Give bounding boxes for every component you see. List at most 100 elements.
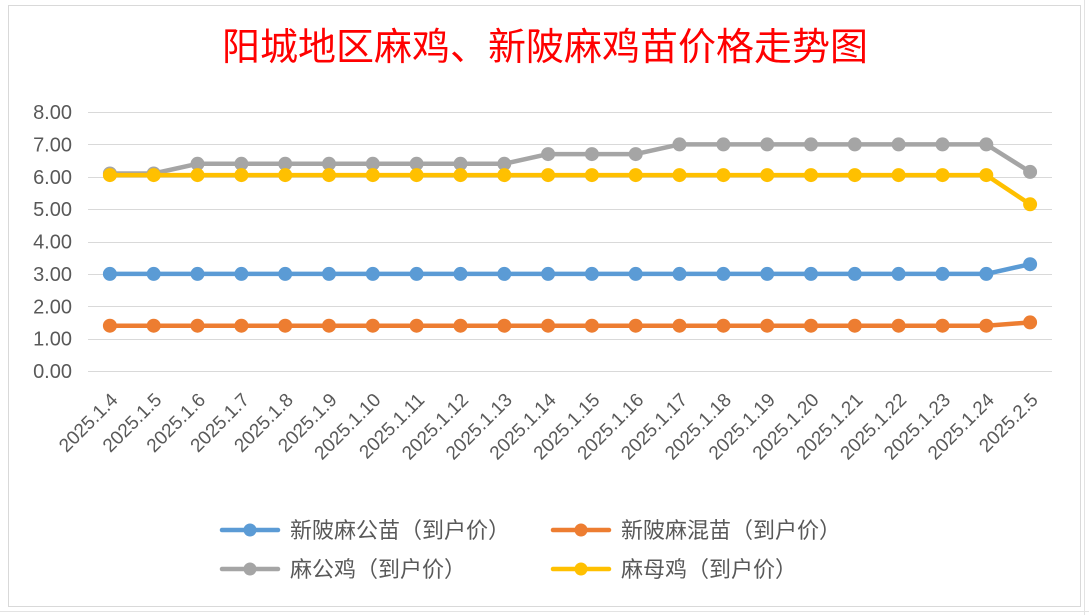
data-point [409, 318, 424, 333]
data-point [672, 137, 687, 152]
legend-label: 麻公鸡（到户价） [290, 558, 466, 583]
y-axis: 0.00 1.00 2.00 3.00 4.00 5.00 6.00 7.00 8.00 [33, 102, 72, 383]
data-point [322, 168, 336, 183]
data-point [935, 318, 950, 333]
data-point [804, 266, 818, 281]
y-tick-label: 5.00 [33, 199, 72, 221]
data-point [497, 266, 512, 281]
data-point [409, 168, 424, 183]
data-point [935, 137, 950, 152]
y-tick-label: 0.00 [33, 361, 72, 383]
data-point [760, 266, 775, 281]
legend-label: 麻母鸡（到户价） [621, 558, 797, 583]
y-tick-label: 2.00 [33, 296, 72, 318]
data-point [891, 266, 906, 281]
legend-item: 新陂麻混苗（到户价） [550, 519, 841, 544]
data-point [541, 266, 556, 281]
series-0 [102, 257, 1038, 281]
data-point [322, 266, 336, 281]
series-1 [102, 315, 1038, 333]
data-point [584, 318, 599, 333]
data-point [234, 266, 249, 281]
data-point [146, 266, 161, 281]
data-point [146, 168, 161, 183]
y-tick-label: 6.00 [33, 167, 72, 189]
series-line [107, 142, 1033, 176]
legend-marker [574, 562, 588, 576]
data-point [146, 318, 161, 333]
y-tick-label: 1.00 [33, 329, 72, 351]
data-point [365, 168, 380, 183]
data-point [979, 168, 994, 183]
series-2 [102, 137, 1038, 181]
data-point [804, 168, 818, 183]
plot-area [102, 137, 1038, 333]
data-point [453, 318, 468, 333]
legend-marker [243, 562, 257, 576]
data-point [716, 168, 731, 183]
y-tick-label: 7.00 [33, 134, 72, 156]
series-line [107, 172, 1033, 207]
data-point [716, 137, 731, 152]
data-point [760, 168, 775, 183]
data-point [672, 318, 687, 333]
data-point [1023, 197, 1038, 212]
data-point [979, 266, 994, 281]
data-point [584, 266, 599, 281]
data-point [102, 318, 117, 333]
data-point [891, 168, 906, 183]
data-point [979, 318, 994, 333]
data-point [804, 137, 818, 152]
legend-marker [243, 523, 257, 537]
data-point [628, 168, 643, 183]
data-point [716, 318, 731, 333]
data-point [190, 318, 205, 333]
data-point [628, 266, 643, 281]
data-point [1023, 164, 1038, 179]
data-point [760, 318, 775, 333]
y-tick-label: 4.00 [33, 232, 72, 254]
data-point [847, 168, 862, 183]
data-point [453, 168, 468, 183]
data-point [804, 318, 818, 333]
data-point [891, 137, 906, 152]
legend-item: 麻母鸡（到户价） [550, 558, 797, 583]
legend: 新陂麻公苗（到户价） 新陂麻混苗（到户价） 麻公鸡（到户价） 麻母鸡（到户价） [219, 519, 841, 583]
data-point [190, 168, 205, 183]
y-tick-label: 8.00 [33, 102, 72, 124]
data-point [190, 266, 205, 281]
data-point [584, 168, 599, 183]
data-point [541, 147, 556, 162]
data-point [628, 147, 643, 162]
legend-label: 新陂麻混苗（到户价） [621, 519, 841, 544]
y-tick-label: 3.00 [33, 264, 72, 286]
data-point [278, 168, 293, 183]
data-point [847, 137, 862, 152]
data-point [278, 266, 293, 281]
data-point [1023, 315, 1038, 330]
series-line [107, 261, 1033, 277]
data-point [672, 266, 687, 281]
data-point [234, 168, 249, 183]
data-point [847, 266, 862, 281]
data-point [935, 168, 950, 183]
legend-item: 新陂麻公苗（到户价） [219, 519, 510, 544]
data-point [847, 318, 862, 333]
data-point [497, 168, 512, 183]
sheet-gridline [1084, 0, 1085, 615]
data-point [1023, 257, 1038, 272]
data-point [672, 168, 687, 183]
data-point [979, 137, 994, 152]
data-point [497, 318, 512, 333]
data-point [584, 147, 599, 162]
data-point [409, 266, 424, 281]
data-point [891, 318, 906, 333]
data-point [716, 266, 731, 281]
data-point [102, 168, 117, 183]
data-point [541, 168, 556, 183]
legend-item: 麻公鸡（到户价） [219, 558, 466, 583]
chart-title: 阳城地区麻鸡、新陂麻鸡苗价格走势图 [222, 25, 868, 69]
data-point [760, 137, 775, 152]
data-point [234, 318, 249, 333]
